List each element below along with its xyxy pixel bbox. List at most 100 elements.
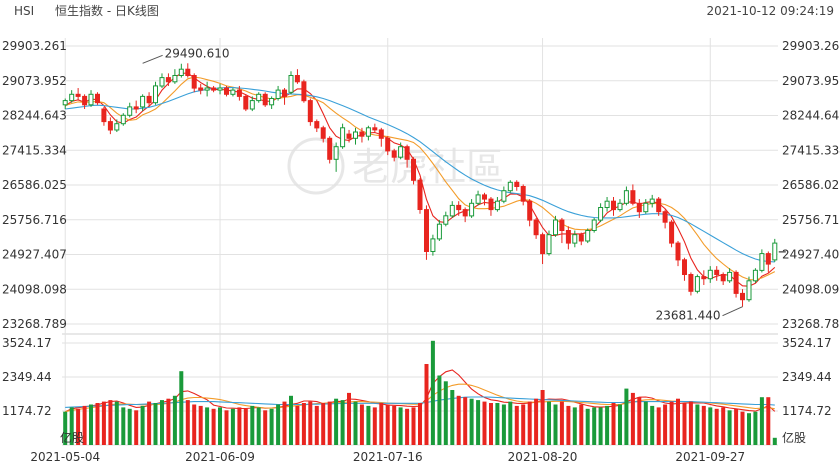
volume-bar xyxy=(327,401,332,445)
volume-bar xyxy=(276,404,281,445)
candle-body xyxy=(353,131,358,139)
candle xyxy=(378,127,384,147)
low-annotation-label: 23681.440 xyxy=(656,309,721,323)
candle-body xyxy=(740,292,745,301)
candle-body xyxy=(75,93,81,97)
candle xyxy=(107,117,113,135)
candle xyxy=(127,102,133,118)
volume-bar xyxy=(398,407,403,445)
volume-bar xyxy=(101,401,106,445)
candle-body xyxy=(598,207,604,221)
candle xyxy=(120,113,126,126)
candle-body xyxy=(682,259,687,275)
candle-body xyxy=(314,121,320,129)
volume-bar xyxy=(618,404,622,445)
volume-bar xyxy=(456,395,461,445)
candle xyxy=(75,88,81,101)
candle xyxy=(230,88,236,97)
volume-bar xyxy=(430,340,435,445)
volume-bar xyxy=(205,407,210,445)
candle-body xyxy=(553,219,558,236)
candle-body xyxy=(301,81,307,102)
volume-bar xyxy=(489,403,493,445)
volume-bar xyxy=(553,404,558,445)
chart-title: 恒生指数 - 日K线图 xyxy=(55,3,159,18)
volume-bar xyxy=(256,407,261,445)
candle-body xyxy=(82,95,88,106)
candle xyxy=(507,180,513,193)
candle xyxy=(140,94,146,112)
volume-bar xyxy=(314,405,319,445)
candle xyxy=(514,180,520,191)
candle xyxy=(417,178,423,214)
candle-body xyxy=(488,198,494,211)
price-tick-label-right: 26586.025 xyxy=(782,178,840,192)
candle xyxy=(449,201,455,218)
candle-body xyxy=(623,190,629,204)
volume-bar xyxy=(424,364,429,445)
candle xyxy=(540,232,546,265)
volume-bar xyxy=(392,405,397,445)
volume-bar xyxy=(295,405,300,445)
price-tick-label-left: 26586.025 xyxy=(2,178,67,192)
candle-body xyxy=(288,75,294,93)
candle xyxy=(424,205,429,260)
price-tick-label-right: 29073.952 xyxy=(782,74,840,88)
date-tick-label: 2021-05-04 xyxy=(30,450,100,464)
volume-bar xyxy=(727,410,732,445)
candle xyxy=(656,196,662,216)
candle xyxy=(585,228,591,244)
volume-bar xyxy=(759,397,764,445)
high-annotation-leader xyxy=(142,54,163,64)
candle xyxy=(591,217,597,233)
volume-bar xyxy=(127,408,132,445)
candle xyxy=(759,249,765,273)
price-tick-label-right: 29903.261 xyxy=(782,39,840,53)
volume-bar xyxy=(566,405,571,445)
candle-body xyxy=(262,93,268,106)
annotations: 29490.610 23681.440 xyxy=(142,46,786,323)
candle-body xyxy=(649,198,655,204)
candle-body xyxy=(656,198,662,213)
candle xyxy=(494,196,500,212)
candle-body xyxy=(365,127,371,137)
candle xyxy=(365,125,371,141)
candle xyxy=(172,69,178,84)
candle-body xyxy=(662,211,668,223)
volume-bar xyxy=(108,400,113,445)
candle xyxy=(746,276,752,302)
candle xyxy=(217,83,223,95)
candle-body xyxy=(294,75,300,83)
candle xyxy=(82,94,88,109)
candle-body xyxy=(249,100,255,110)
volume-bar xyxy=(243,408,248,445)
candle-body xyxy=(475,194,481,204)
candle xyxy=(623,186,629,206)
volume-bar xyxy=(89,404,93,445)
candle-body xyxy=(424,209,429,253)
candle-body xyxy=(385,137,391,152)
candle xyxy=(456,201,462,216)
price-tick-label-left: 23268.789 xyxy=(2,317,67,331)
volume-bar xyxy=(469,398,474,445)
candle-body xyxy=(669,221,675,244)
candle-body xyxy=(636,202,642,213)
candle xyxy=(475,190,481,206)
candle-body xyxy=(514,181,520,188)
candle-body xyxy=(733,271,739,294)
candle-body xyxy=(688,274,694,292)
candle-body xyxy=(69,93,75,102)
volume-tick-label-left: 2349.44 xyxy=(2,370,52,384)
volume-bar xyxy=(450,390,455,445)
candle xyxy=(501,186,507,204)
candle-body xyxy=(269,98,275,106)
candle-body xyxy=(494,200,500,211)
candle-body xyxy=(765,253,771,265)
volume-bar xyxy=(482,401,487,445)
candle xyxy=(307,98,313,126)
volume-bar xyxy=(534,398,539,445)
candle xyxy=(733,270,739,298)
candle xyxy=(404,144,410,168)
volume-bar xyxy=(585,408,590,445)
volume-bar xyxy=(643,401,648,445)
